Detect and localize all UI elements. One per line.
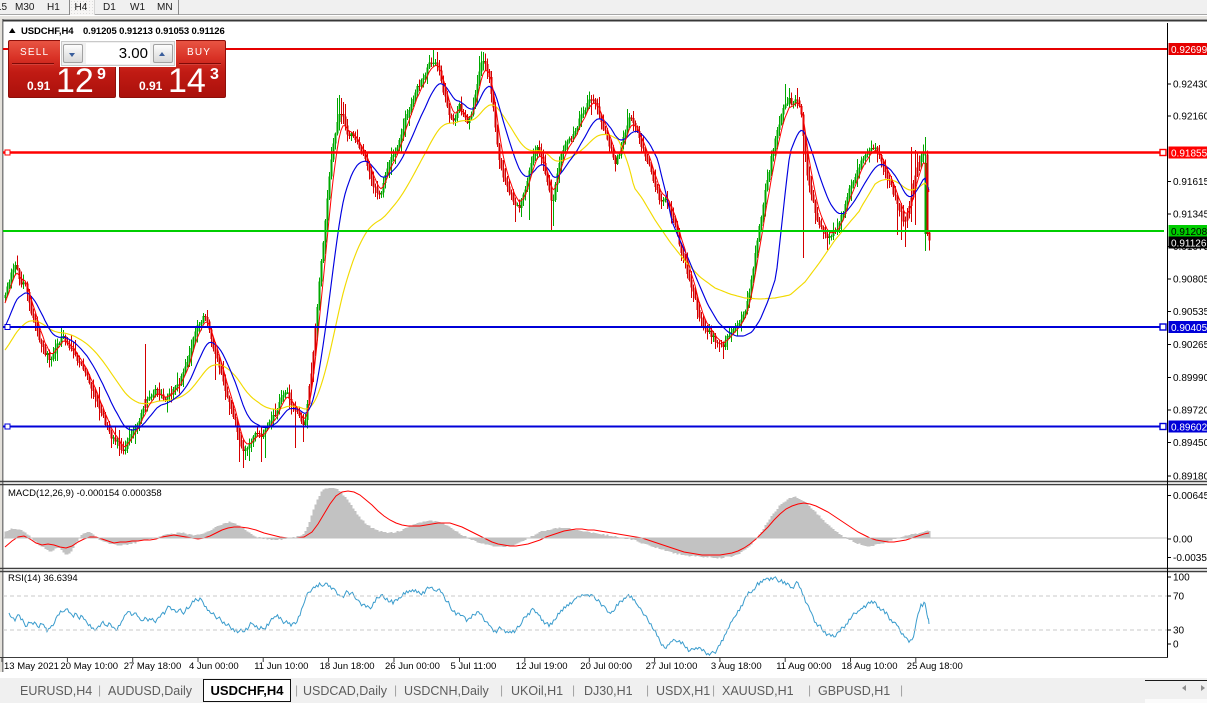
svg-text:11 Aug 00:00: 11 Aug 00:00 xyxy=(776,661,831,672)
svg-text:0.91345: 0.91345 xyxy=(1173,210,1207,221)
svg-text:0.89720: 0.89720 xyxy=(1173,406,1207,417)
svg-text:27 Jul 10:00: 27 Jul 10:00 xyxy=(646,661,698,672)
svg-text:RSI(14) 36.6394: RSI(14) 36.6394 xyxy=(8,573,78,584)
svg-text:3 Aug 18:00: 3 Aug 18:00 xyxy=(711,661,762,672)
svg-text:MACD(12,26,9) -0.000154 0.0003: MACD(12,26,9) -0.000154 0.000358 xyxy=(8,488,162,499)
svg-text:0.89990: 0.89990 xyxy=(1173,373,1207,384)
svg-text:0.91205 0.91213 0.91053 0.9112: 0.91205 0.91213 0.91053 0.91126 xyxy=(83,26,225,37)
svg-text:0: 0 xyxy=(1173,640,1179,651)
svg-text:0.92430: 0.92430 xyxy=(1173,80,1207,91)
svg-text:0.89450: 0.89450 xyxy=(1173,438,1207,449)
svg-text:12 Jul 19:00: 12 Jul 19:00 xyxy=(516,661,568,672)
svg-text:0.90405: 0.90405 xyxy=(1171,323,1207,334)
svg-text:18 Aug 10:00: 18 Aug 10:00 xyxy=(842,661,898,672)
svg-text:0.89602: 0.89602 xyxy=(1171,422,1207,433)
svg-text:27 May 18:00: 27 May 18:00 xyxy=(124,661,182,672)
svg-text:0.90265: 0.90265 xyxy=(1173,340,1207,351)
svg-text:0.91855: 0.91855 xyxy=(1171,148,1207,159)
svg-text:20 Jul 00:00: 20 Jul 00:00 xyxy=(580,661,632,672)
svg-text:100: 100 xyxy=(1173,573,1190,584)
svg-text:26 Jun 00:00: 26 Jun 00:00 xyxy=(385,661,440,672)
svg-text:0.90805: 0.90805 xyxy=(1173,275,1207,286)
svg-text:20 May 10:00: 20 May 10:00 xyxy=(61,661,119,672)
svg-text:70: 70 xyxy=(1173,592,1185,603)
svg-text:0.91208: 0.91208 xyxy=(1171,227,1207,238)
svg-text:4 Jun 00:00: 4 Jun 00:00 xyxy=(189,661,239,672)
svg-text:0.91126: 0.91126 xyxy=(1171,238,1207,249)
svg-text:30: 30 xyxy=(1173,626,1185,637)
svg-text:-0.00350: -0.00350 xyxy=(1173,553,1207,564)
svg-text:5 Jul 11:00: 5 Jul 11:00 xyxy=(451,661,497,672)
svg-text:18 Jun 18:00: 18 Jun 18:00 xyxy=(320,661,375,672)
svg-text:25 Aug 18:00: 25 Aug 18:00 xyxy=(907,661,963,672)
svg-text:0.89180: 0.89180 xyxy=(1173,472,1207,483)
svg-text:13 May 2021: 13 May 2021 xyxy=(4,661,59,672)
svg-text:USDCHF,H4: USDCHF,H4 xyxy=(21,26,74,37)
svg-text:0.92160: 0.92160 xyxy=(1173,112,1207,123)
svg-text:0.00: 0.00 xyxy=(1173,535,1193,546)
svg-text:0.92699: 0.92699 xyxy=(1171,45,1207,56)
svg-text:0.90535: 0.90535 xyxy=(1173,307,1207,318)
svg-text:0.91615: 0.91615 xyxy=(1173,177,1207,188)
svg-text:11 Jun 10:00: 11 Jun 10:00 xyxy=(254,661,308,672)
svg-text:0.006451: 0.006451 xyxy=(1173,491,1207,502)
